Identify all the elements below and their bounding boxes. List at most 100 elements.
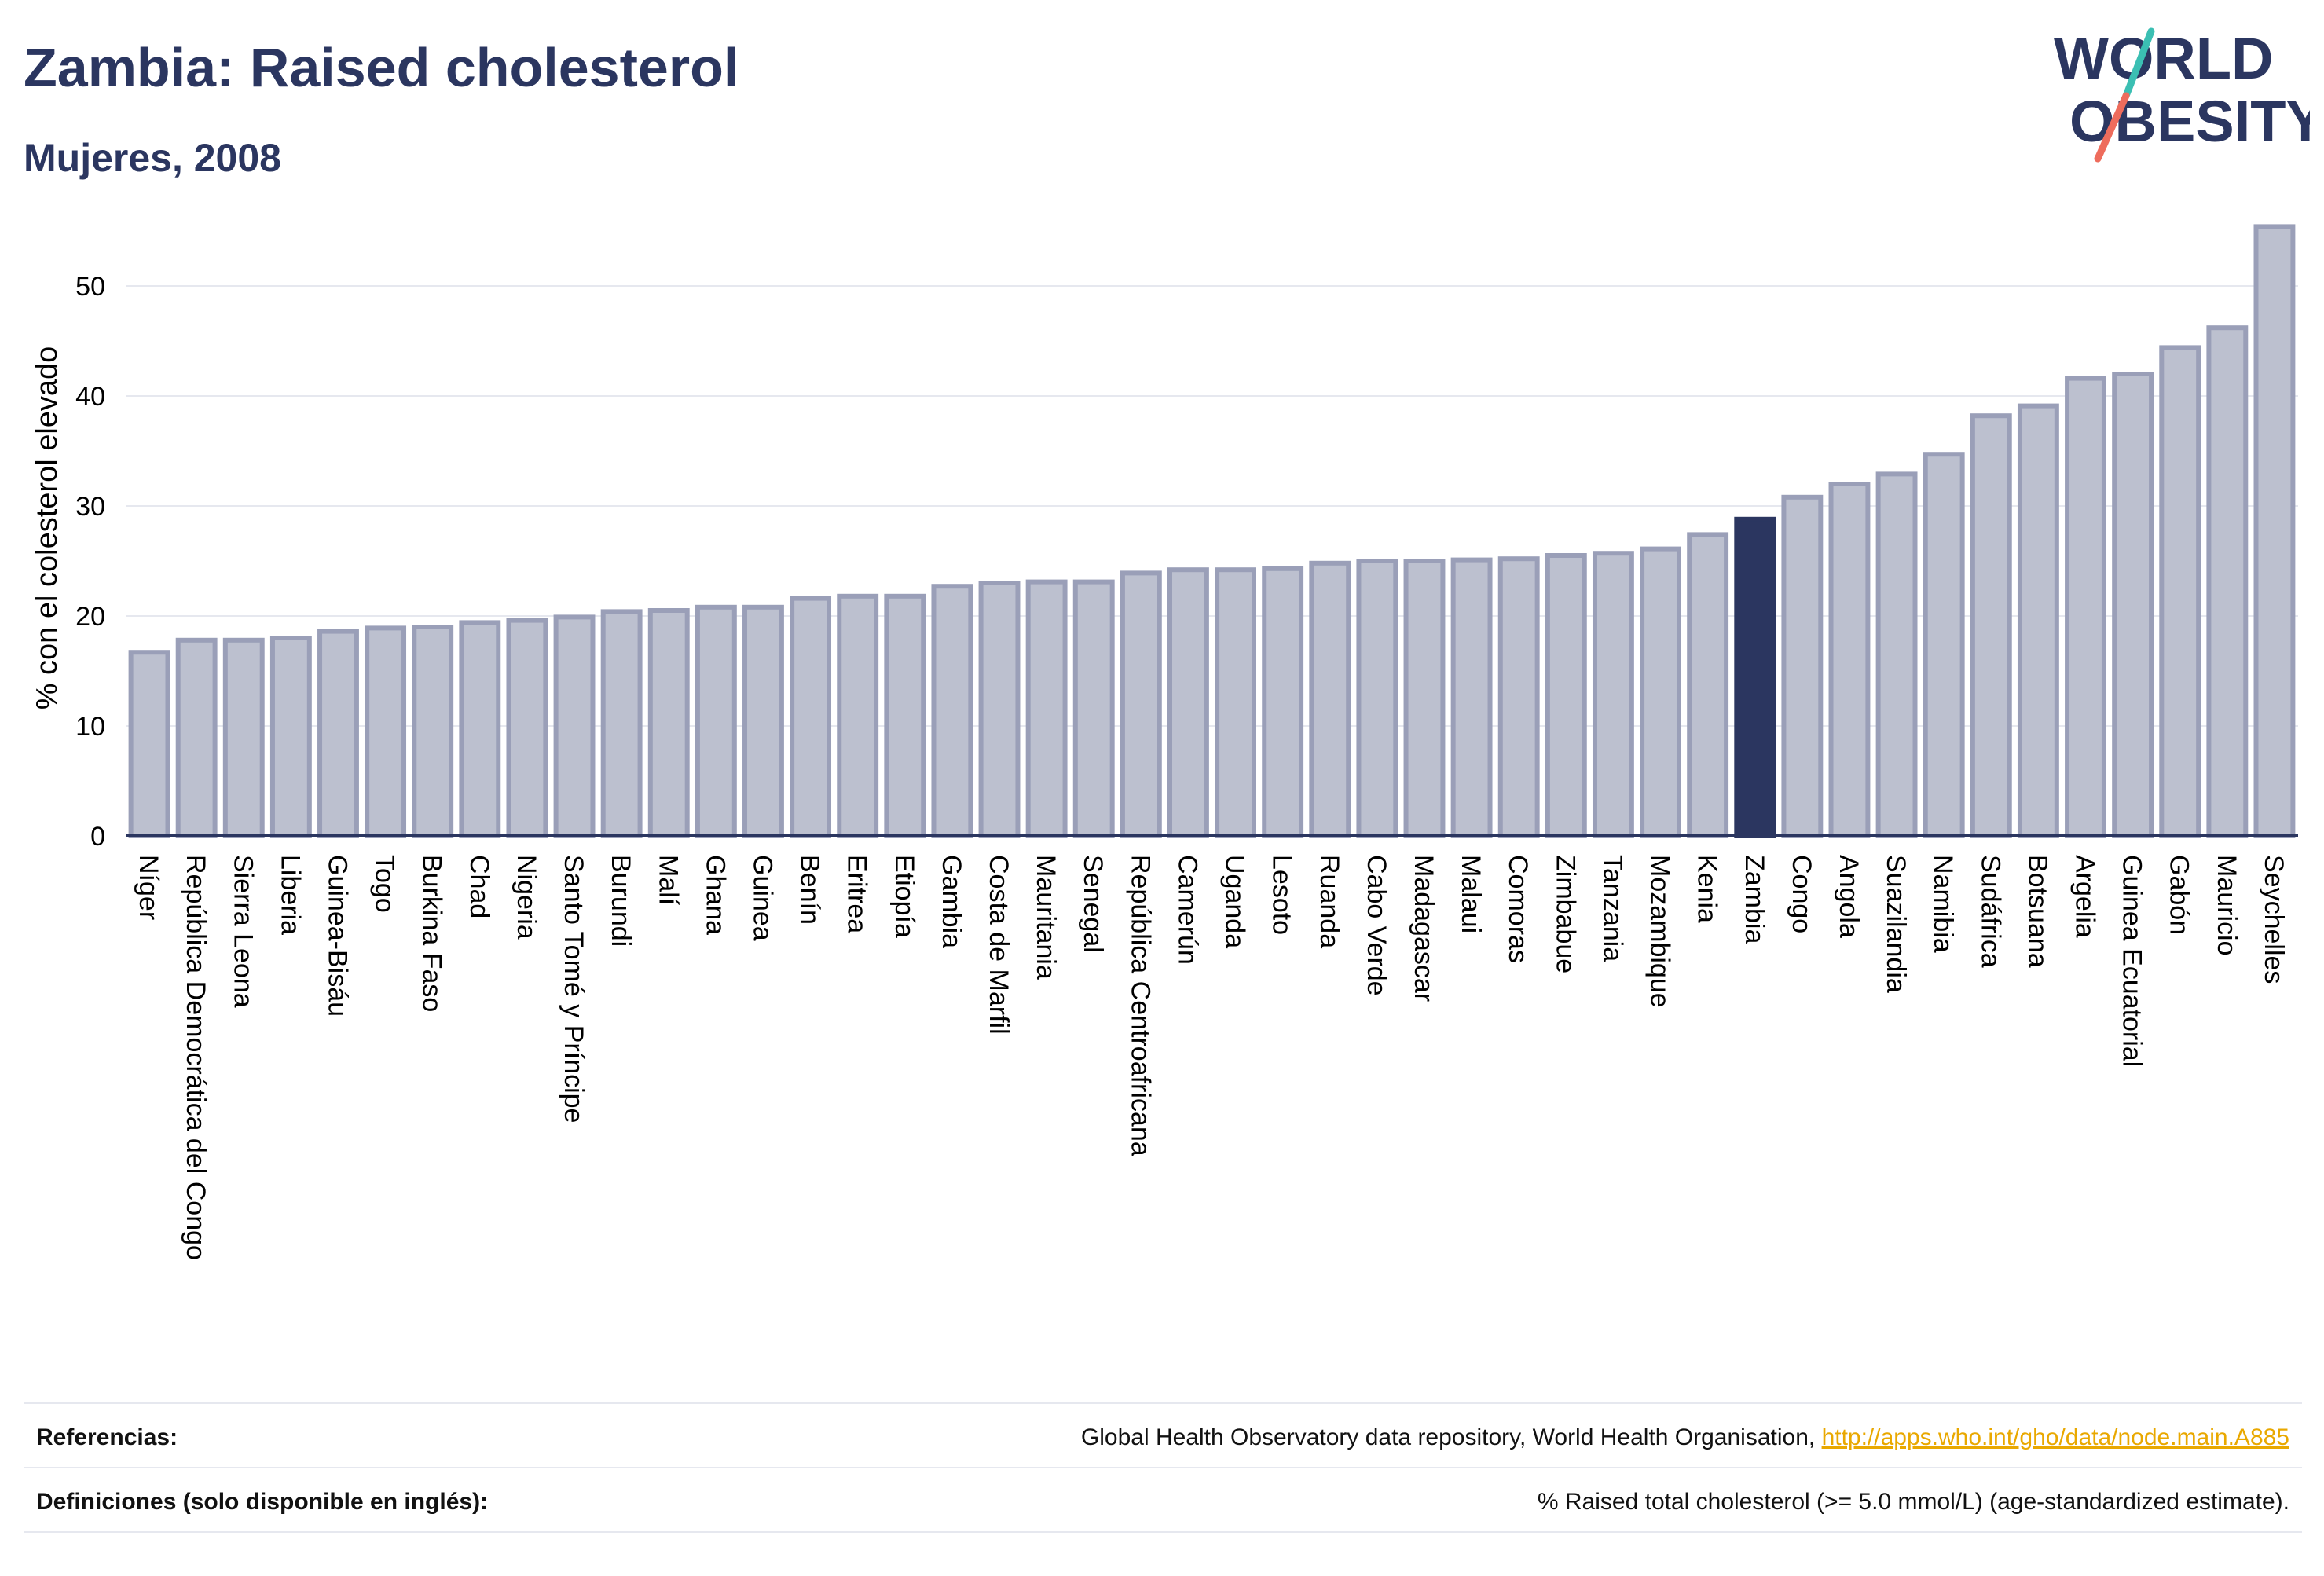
world-obesity-logo: WORLD OBESITY — [2054, 26, 2310, 163]
x-tick-label: Senegal — [1078, 855, 1108, 953]
logo-slash-top — [2122, 27, 2155, 100]
bar — [459, 620, 501, 839]
x-tick-label: Argelia — [2070, 855, 2100, 938]
x-tick-label: Chad — [464, 855, 494, 918]
bar — [1356, 559, 1398, 838]
x-tick-label: Congo — [1787, 855, 1816, 933]
definitions-value: % Raised total cholesterol (>= 5.0 mmol/… — [1537, 1489, 2289, 1515]
references-value: Global Health Observatory data repositor… — [1081, 1424, 2289, 1451]
bar — [175, 637, 218, 838]
x-tick-label: Angola — [1834, 855, 1864, 938]
x-tick-label: Malaui — [1456, 855, 1486, 933]
references-label: Referencias: — [36, 1424, 178, 1450]
bar — [2017, 403, 2059, 838]
logo-line-1: WORLD — [2054, 26, 2274, 91]
bar — [1072, 579, 1115, 838]
x-tick-label: Mauritania — [1031, 855, 1061, 980]
x-tick-label: Liberia — [275, 855, 305, 935]
x-tick-label: Mauricio — [2212, 855, 2242, 955]
x-tick-label: Sierra Leona — [228, 855, 258, 1008]
bar — [1309, 560, 1351, 838]
x-tick-label: Ghana — [700, 855, 730, 935]
bar — [742, 604, 784, 838]
references-text: Global Health Observatory data repositor… — [1080, 1424, 1822, 1450]
x-tick-label: Mozambique — [1645, 855, 1675, 1008]
x-tick-label: Kenia — [1692, 855, 1722, 923]
bar — [2112, 372, 2154, 838]
y-tick-label: 50 — [75, 272, 105, 302]
bar — [2065, 376, 2106, 839]
y-tick-label: 20 — [75, 602, 105, 632]
bar — [931, 584, 973, 838]
logo-slash-bottom — [2094, 92, 2130, 163]
bar — [600, 609, 643, 839]
x-tick-label: Eritrea — [842, 855, 872, 933]
bar — [1025, 579, 1068, 838]
bar — [790, 596, 832, 838]
bar — [365, 625, 407, 839]
bar — [1781, 494, 1824, 838]
x-tick-label: Togo — [370, 855, 400, 913]
x-tick-label: Burkina Faso — [417, 855, 447, 1012]
x-tick-label: Benín — [795, 855, 825, 925]
bar — [222, 637, 265, 838]
y-tick-label: 10 — [75, 712, 105, 742]
definitions-row: Definiciones (solo disponible en inglés)… — [24, 1467, 2302, 1533]
bar — [647, 608, 690, 838]
x-tick-label: Ruanda — [1314, 855, 1344, 948]
bar — [2253, 224, 2296, 838]
bar — [412, 625, 454, 838]
x-tick-label: Gambia — [937, 855, 966, 948]
page-title: Zambia: Raised cholesterol — [24, 37, 739, 98]
x-tick-label: Zambia — [1739, 855, 1769, 944]
bar — [1403, 559, 1446, 838]
x-tick-label: Cabo Verde — [1362, 855, 1391, 996]
bar — [837, 593, 879, 838]
bar — [1545, 553, 1587, 838]
bar — [695, 604, 737, 838]
x-tick-label: Gabón — [2165, 855, 2194, 935]
x-tick-label: Sudáfrica — [1975, 855, 2005, 968]
bar — [1215, 567, 1256, 838]
x-tick-label: Suazilandia — [1881, 855, 1911, 993]
bar — [978, 581, 1021, 838]
bar — [1262, 566, 1304, 838]
x-tick-label: Guinea Ecuatorial — [2117, 855, 2147, 1067]
references-link[interactable]: http://apps.who.int/gho/data/node.main.A… — [1821, 1424, 2289, 1450]
x-tick-label: Camerún — [1172, 855, 1202, 965]
logo-line-2: OBESITY — [2069, 89, 2310, 154]
references-row: Referencias: Global Health Observatory d… — [24, 1402, 2302, 1467]
x-tick-label: Namibia — [1928, 855, 1958, 953]
bar — [506, 618, 548, 838]
x-tick-label: Malí — [653, 855, 683, 906]
y-tick-label: 30 — [75, 492, 105, 522]
bar-highlighted — [1734, 516, 1776, 838]
x-tick-label: Madagascar — [1409, 855, 1439, 1002]
y-axis-title: % con el colesterol elevado — [31, 346, 64, 710]
x-tick-label: Santo Tomé y Príncipe — [559, 855, 588, 1123]
x-tick-label: Burundi — [606, 855, 636, 947]
bar — [884, 593, 926, 838]
page-subtitle: Mujeres, 2008 — [24, 136, 281, 180]
x-tick-label: República Democrática del Congo — [181, 855, 211, 1260]
bar — [1923, 452, 1965, 838]
bar — [1592, 551, 1634, 838]
x-tick-label: Níger — [134, 855, 163, 920]
footer: Referencias: Global Health Observatory d… — [24, 1402, 2302, 1536]
definitions-label: Definiciones (solo disponible en inglés)… — [36, 1489, 489, 1515]
x-tick-label: Botsuana — [2022, 855, 2052, 968]
x-tick-label: Etiopía — [889, 855, 919, 938]
y-tick-label: 40 — [75, 382, 105, 412]
x-tick-label: Comoras — [1503, 855, 1533, 963]
x-tick-label: Zimbabue — [1550, 855, 1580, 973]
y-tick-label: 0 — [90, 822, 105, 852]
bar — [128, 650, 170, 839]
x-tick-label: Lesoto — [1267, 855, 1297, 935]
bar — [1970, 413, 2012, 838]
bar — [2206, 325, 2249, 838]
x-tick-label: Costa de Marfil — [984, 855, 1014, 1035]
bar — [1450, 557, 1493, 838]
bar-chart: 0 10 20 30 40 50 Níger República Democrática de… — [31, 224, 2298, 1260]
bar — [317, 629, 359, 838]
bar — [2159, 345, 2201, 838]
